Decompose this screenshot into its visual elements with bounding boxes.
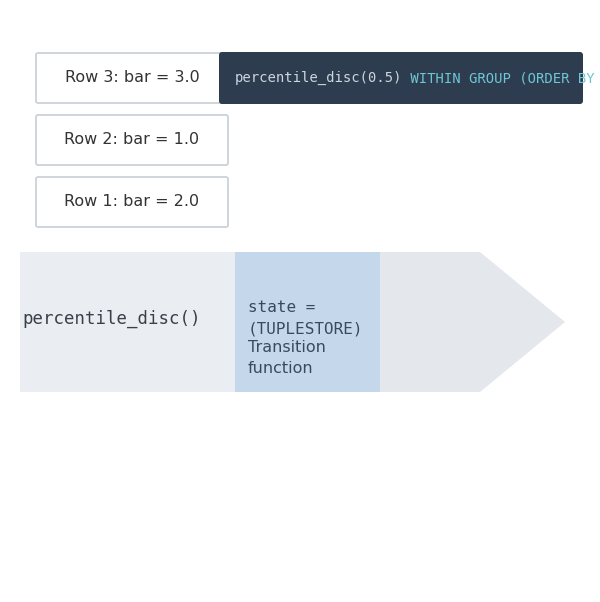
Text: percentile_disc(): percentile_disc() bbox=[23, 310, 201, 328]
Text: WITHIN GROUP (ORDER BY bar): WITHIN GROUP (ORDER BY bar) bbox=[403, 71, 600, 85]
FancyBboxPatch shape bbox=[36, 53, 228, 103]
FancyBboxPatch shape bbox=[36, 115, 228, 165]
Polygon shape bbox=[20, 252, 565, 392]
FancyBboxPatch shape bbox=[20, 252, 235, 392]
Text: Row 1: bar = 2.0: Row 1: bar = 2.0 bbox=[64, 194, 200, 209]
Text: state =
(TUPLESTORE): state = (TUPLESTORE) bbox=[248, 300, 364, 336]
FancyBboxPatch shape bbox=[235, 252, 380, 392]
Text: Row 3: bar = 3.0: Row 3: bar = 3.0 bbox=[65, 70, 199, 85]
FancyBboxPatch shape bbox=[219, 52, 583, 104]
Text: Transition
function: Transition function bbox=[248, 340, 326, 376]
Text: percentile_disc(0.5): percentile_disc(0.5) bbox=[235, 71, 403, 85]
Text: Row 2: bar = 1.0: Row 2: bar = 1.0 bbox=[64, 132, 200, 147]
FancyBboxPatch shape bbox=[36, 177, 228, 227]
